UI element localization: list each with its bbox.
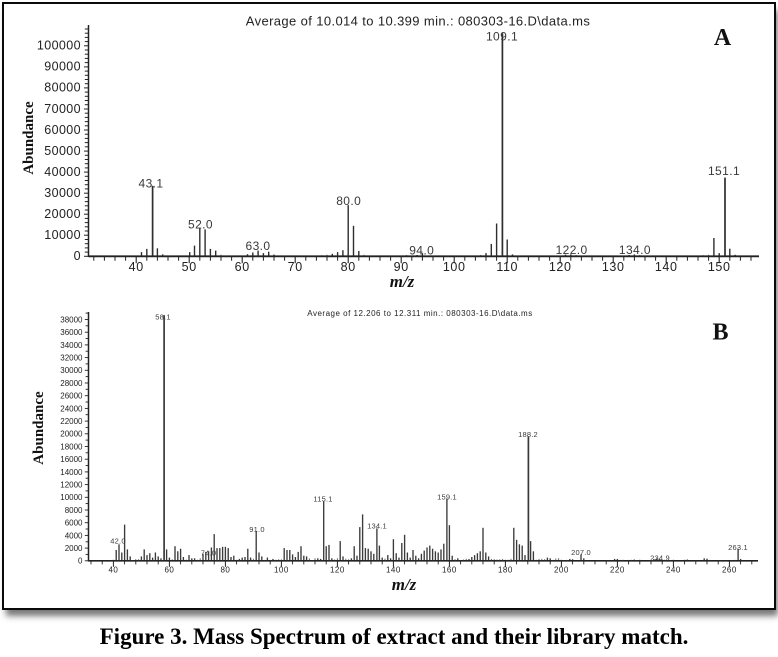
svg-text:80000: 80000 [44, 81, 81, 95]
svg-text:180: 180 [498, 565, 513, 574]
svg-text:40: 40 [108, 565, 118, 574]
svg-text:24000: 24000 [60, 404, 83, 413]
svg-text:130: 130 [602, 260, 625, 274]
svg-text:50: 50 [182, 260, 197, 274]
svg-text:94.0: 94.0 [409, 244, 434, 258]
svg-text:m/z: m/z [392, 575, 417, 594]
svg-text:50000: 50000 [44, 144, 81, 158]
svg-text:36000: 36000 [60, 328, 83, 337]
svg-text:220: 220 [610, 565, 625, 574]
svg-text:207.0: 207.0 [571, 548, 591, 557]
svg-text:240: 240 [666, 565, 681, 574]
svg-text:110: 110 [496, 260, 518, 274]
svg-text:120: 120 [330, 565, 345, 574]
svg-text:263.1: 263.1 [728, 543, 748, 552]
svg-text:m/z: m/z [390, 272, 415, 291]
svg-text:122.0: 122.0 [556, 243, 588, 257]
svg-text:151.1: 151.1 [708, 164, 740, 178]
svg-text:60000: 60000 [44, 123, 81, 137]
svg-text:58.1: 58.1 [155, 313, 170, 322]
svg-text:90000: 90000 [44, 60, 81, 74]
svg-text:91.0: 91.0 [249, 525, 264, 534]
svg-text:20000: 20000 [60, 430, 83, 439]
svg-text:38000: 38000 [60, 315, 83, 324]
svg-text:90: 90 [394, 260, 409, 274]
svg-text:Average of 12.206 to 12.311 mi: Average of 12.206 to 12.311 min.: 080303… [307, 309, 532, 318]
svg-text:40000: 40000 [44, 165, 81, 179]
svg-text:74.0: 74.0 [201, 549, 216, 558]
svg-text:100: 100 [443, 260, 466, 274]
svg-text:140: 140 [386, 565, 401, 574]
svg-text:8000: 8000 [65, 506, 83, 515]
svg-text:63.0: 63.0 [246, 239, 271, 253]
svg-text:234.9: 234.9 [650, 553, 670, 562]
svg-text:14000: 14000 [60, 468, 83, 477]
svg-text:80: 80 [341, 260, 356, 274]
svg-text:52.0: 52.0 [188, 217, 213, 231]
svg-text:70: 70 [288, 260, 303, 274]
svg-text:Abundance: Abundance [31, 391, 47, 465]
svg-text:43.1: 43.1 [139, 177, 164, 191]
svg-text:60: 60 [164, 565, 174, 574]
svg-text:200: 200 [554, 565, 569, 574]
svg-text:10000: 10000 [44, 228, 81, 242]
svg-text:40: 40 [129, 260, 144, 274]
svg-text:34000: 34000 [60, 341, 83, 350]
svg-text:60: 60 [235, 260, 250, 274]
svg-text:12000: 12000 [60, 481, 83, 490]
svg-text:Abundance: Abundance [21, 101, 37, 175]
svg-text:22000: 22000 [60, 417, 83, 426]
svg-text:26000: 26000 [60, 392, 83, 401]
svg-text:260: 260 [722, 565, 737, 574]
svg-text:160: 160 [442, 565, 457, 574]
svg-text:80: 80 [220, 565, 230, 574]
svg-text:0: 0 [78, 557, 83, 566]
svg-text:B: B [712, 320, 728, 346]
svg-text:140: 140 [655, 260, 678, 274]
svg-text:6000: 6000 [65, 519, 83, 528]
svg-text:18000: 18000 [60, 442, 83, 451]
svg-text:80.0: 80.0 [336, 194, 361, 208]
svg-text:42.0: 42.0 [110, 537, 125, 546]
svg-text:134.0: 134.0 [619, 243, 651, 257]
svg-text:32000: 32000 [60, 354, 83, 363]
svg-text:30000: 30000 [44, 186, 81, 200]
svg-text:159.1: 159.1 [437, 493, 457, 502]
svg-text:188.2: 188.2 [518, 430, 538, 439]
svg-text:28000: 28000 [60, 379, 83, 388]
svg-text:30000: 30000 [60, 366, 83, 375]
svg-text:109.1: 109.1 [486, 29, 518, 43]
svg-text:16000: 16000 [60, 455, 83, 464]
svg-text:20000: 20000 [44, 207, 81, 221]
svg-text:134.1: 134.1 [367, 522, 387, 531]
svg-text:2000: 2000 [65, 544, 83, 553]
svg-text:10000: 10000 [60, 493, 83, 502]
svg-text:100: 100 [274, 565, 289, 574]
svg-text:A: A [714, 25, 732, 51]
svg-text:100000: 100000 [37, 39, 81, 53]
svg-text:150: 150 [708, 260, 731, 274]
svg-text:0: 0 [74, 249, 81, 263]
svg-text:Average of 10.014 to 10.399 mi: Average of 10.014 to 10.399 min.: 080303… [246, 14, 591, 29]
svg-text:70000: 70000 [44, 102, 81, 116]
svg-text:4000: 4000 [65, 531, 83, 540]
svg-text:120: 120 [549, 260, 572, 274]
svg-text:115.1: 115.1 [313, 494, 332, 503]
